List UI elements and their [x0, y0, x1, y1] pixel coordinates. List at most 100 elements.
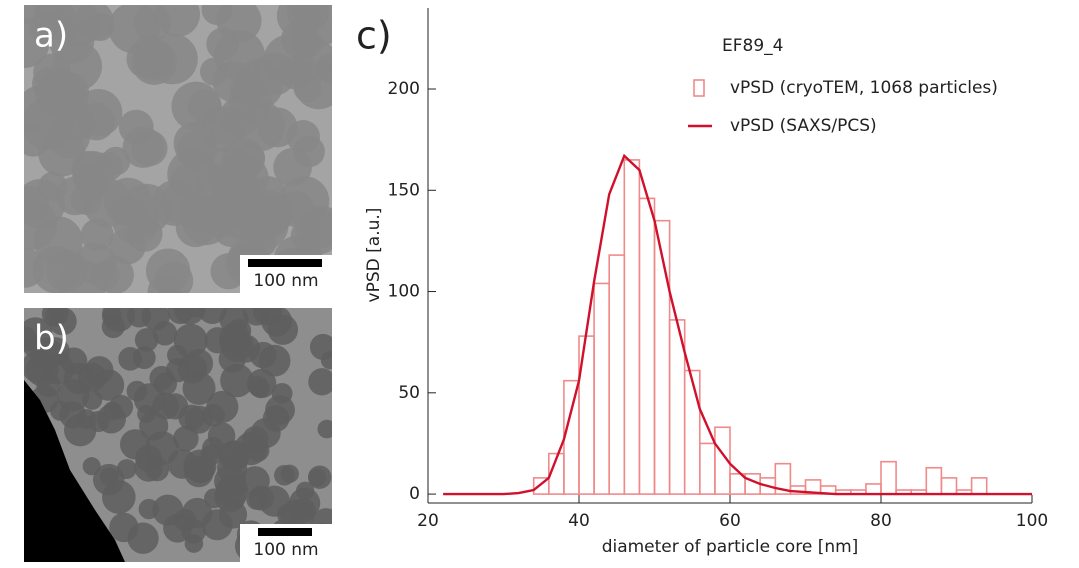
x-tick-label: 100	[1016, 511, 1048, 531]
particle	[280, 464, 299, 483]
y-tick-label: 200	[388, 79, 420, 99]
particle	[167, 148, 219, 200]
particle	[214, 480, 246, 513]
bar	[683, 369, 701, 495]
bar	[940, 477, 958, 495]
legend-label: vPSD (cryoTEM, 1068 particles)	[730, 78, 998, 98]
particle	[149, 365, 174, 391]
particle	[102, 308, 122, 325]
bar	[563, 379, 580, 495]
particle	[294, 60, 332, 110]
x-tick-label: 80	[870, 511, 892, 531]
particle	[218, 345, 246, 373]
particle	[234, 432, 268, 466]
chart: 20 40 60 80 100 0 50 100 150 200 c) diameter of par…	[356, 8, 1048, 557]
bar	[593, 282, 610, 495]
particle	[273, 147, 312, 187]
particle	[82, 389, 103, 410]
curve	[443, 153, 1032, 496]
particle	[257, 107, 298, 148]
particle	[24, 123, 50, 157]
scale-label: 100 nm	[253, 540, 318, 560]
bar	[774, 462, 792, 495]
particle	[53, 5, 101, 48]
particle	[248, 485, 274, 511]
particle	[63, 362, 96, 395]
particle	[307, 465, 332, 489]
particle	[187, 308, 206, 318]
bar	[880, 460, 897, 495]
y-tick-label: 0	[409, 484, 420, 504]
particle	[77, 102, 116, 141]
particle	[197, 308, 227, 325]
particle	[214, 30, 265, 81]
particle	[173, 425, 199, 452]
bar	[608, 254, 626, 495]
panel-label: a)	[34, 16, 68, 56]
particle	[82, 457, 101, 476]
particle	[45, 308, 65, 326]
x-axis-label: diameter of particle core [nm]	[602, 537, 859, 557]
particle	[25, 353, 59, 387]
particle	[127, 522, 159, 554]
particle	[32, 246, 80, 293]
micrograph-b: b) 100 nm	[24, 308, 332, 562]
particle	[187, 456, 213, 482]
particle	[28, 12, 60, 44]
x-tick-label: 40	[568, 511, 590, 531]
particle	[138, 498, 160, 520]
scale-bar	[258, 528, 312, 536]
particle	[295, 481, 315, 501]
particle	[137, 404, 156, 424]
bar	[865, 483, 882, 495]
particle	[75, 166, 110, 201]
panel-label: b)	[34, 319, 69, 359]
scale-label: 100 nm	[253, 271, 318, 291]
particle	[201, 403, 225, 427]
particle	[99, 467, 119, 487]
bar	[925, 466, 943, 495]
legend-title: EF89_4	[722, 36, 783, 56]
particle	[182, 497, 213, 529]
x-tick-label: 20	[417, 511, 439, 531]
y-tick-label: 50	[398, 383, 420, 403]
particle	[119, 429, 151, 460]
particle	[154, 261, 194, 293]
particle	[248, 375, 269, 397]
particle	[207, 422, 236, 450]
y-axis-label: vPSD [a.u.]	[364, 208, 384, 303]
particle	[126, 39, 165, 79]
particle	[152, 321, 178, 346]
bar	[970, 477, 988, 495]
particle	[253, 195, 293, 235]
particle	[132, 346, 156, 370]
legend-label: vPSD (SAXS/PCS)	[730, 116, 877, 136]
particle	[217, 153, 269, 205]
particle	[201, 5, 233, 25]
particle	[167, 344, 188, 366]
particle	[96, 404, 126, 434]
particle	[299, 205, 332, 249]
bar	[623, 159, 641, 495]
particle	[309, 333, 332, 361]
particle	[261, 308, 293, 337]
particle	[200, 106, 246, 152]
particle	[184, 534, 204, 553]
particle	[122, 126, 164, 168]
particle	[127, 308, 152, 328]
dark-region	[24, 380, 125, 562]
x-tick-label: 60	[719, 511, 741, 531]
y-tick-label: 150	[388, 180, 420, 200]
micrograph-a: a) 100 nm	[24, 5, 332, 293]
y-tick-label: 100	[388, 282, 420, 302]
bar	[638, 197, 656, 495]
scale-bar	[248, 259, 322, 267]
bar	[714, 426, 731, 495]
particle	[24, 336, 45, 358]
panel-label: c)	[356, 14, 392, 58]
particle	[134, 328, 159, 352]
particle	[59, 401, 87, 429]
particle	[317, 419, 332, 439]
particle	[265, 395, 295, 425]
